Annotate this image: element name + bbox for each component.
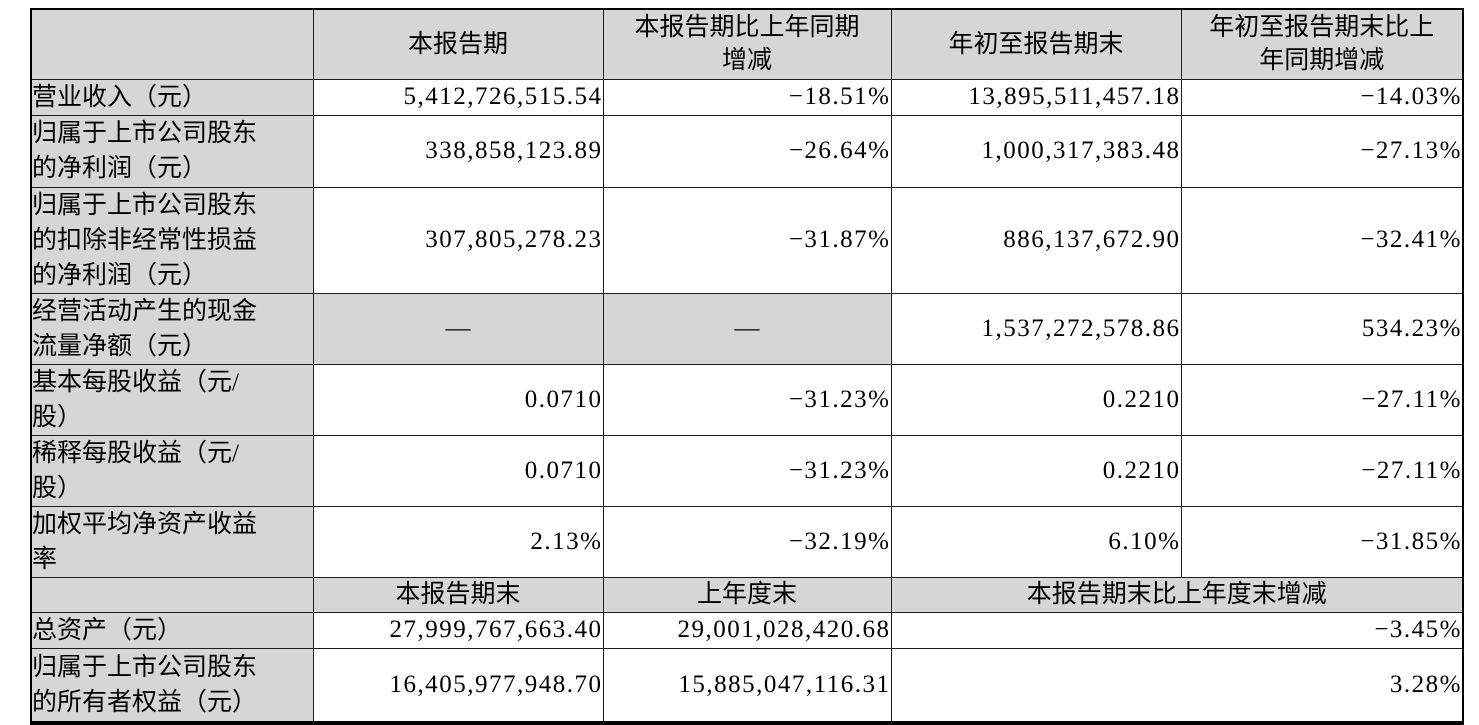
row-label-basic-eps: 基本每股收益（元/ 股） bbox=[30, 363, 314, 436]
cell-value: −18.51% bbox=[602, 78, 892, 116]
cell-value: 15,885,047,116.31 bbox=[602, 647, 892, 724]
header-row-period: 本报告期 本报告期比上年同期 增减 年初至报告期末 年初至报告期末比上 年同期增… bbox=[30, 8, 1464, 80]
row-total-assets: 总资产（元） 27,999,767,663.40 29,001,028,420.… bbox=[30, 611, 1464, 649]
cell-value: 338,858,123.89 bbox=[312, 114, 604, 188]
cell-value: 27,999,767,663.40 bbox=[312, 611, 604, 649]
col-header-empty bbox=[30, 576, 314, 613]
cell-value: 29,001,028,420.68 bbox=[602, 611, 892, 649]
col-header-ytd-yoy-change: 年初至报告期末比上 年同期增减 bbox=[1180, 8, 1464, 80]
cell-value: 5,412,726,515.54 bbox=[312, 78, 604, 116]
cell-value: −31.87% bbox=[602, 186, 892, 294]
cell-value: 6.10% bbox=[890, 505, 1182, 578]
row-operating-cash-flow: 经营活动产生的现金 流量净额（元） — — 1,537,272,578.86 5… bbox=[30, 292, 1464, 365]
cell-value: −32.19% bbox=[602, 505, 892, 578]
cell-dash: — bbox=[602, 292, 892, 365]
row-basic-eps: 基本每股收益（元/ 股） 0.0710 −31.23% 0.2210 −27.1… bbox=[30, 363, 1464, 436]
col-header-current-period-yoy-change: 本报告期比上年同期 增减 bbox=[602, 8, 892, 80]
row-label-diluted-eps: 稀释每股收益（元/ 股） bbox=[30, 434, 314, 507]
row-label-operating-cash-flow: 经营活动产生的现金 流量净额（元） bbox=[30, 292, 314, 365]
row-operating-revenue: 营业收入（元） 5,412,726,515.54 −18.51% 13,895,… bbox=[30, 78, 1464, 116]
cell-value: 0.0710 bbox=[312, 434, 604, 507]
cell-value: 886,137,672.90 bbox=[890, 186, 1182, 294]
row-weighted-avg-roe: 加权平均净资产收益 率 2.13% −32.19% 6.10% −31.85% bbox=[30, 505, 1464, 578]
row-label-net-profit-excl-nonrecurring: 归属于上市公司股东 的扣除非经常性损益 的净利润（元） bbox=[30, 186, 314, 294]
cell-value: −27.11% bbox=[1180, 434, 1464, 507]
col-header-ytd: 年初至报告期末 bbox=[890, 8, 1182, 80]
row-net-profit-attributable: 归属于上市公司股东 的净利润（元） 338,858,123.89 −26.64%… bbox=[30, 114, 1464, 188]
row-label-net-profit-attributable: 归属于上市公司股东 的净利润（元） bbox=[30, 114, 314, 188]
cell-value: 13,895,511,457.18 bbox=[890, 78, 1182, 116]
cell-value: −31.85% bbox=[1180, 505, 1464, 578]
cell-value: −32.41% bbox=[1180, 186, 1464, 294]
cell-value: 3.28% bbox=[890, 647, 1464, 724]
cell-value: −27.13% bbox=[1180, 114, 1464, 188]
row-label-total-assets: 总资产（元） bbox=[30, 611, 314, 649]
cell-value: −31.23% bbox=[602, 434, 892, 507]
col-header-current-period: 本报告期 bbox=[312, 8, 604, 80]
col-header-empty bbox=[30, 8, 314, 80]
col-header-end-of-period: 本报告期末 bbox=[312, 576, 604, 613]
cell-value: 0.0710 bbox=[312, 363, 604, 436]
col-header-change-vs-last-year-end: 本报告期末比上年度末增减 bbox=[890, 576, 1464, 613]
cell-value: −14.03% bbox=[1180, 78, 1464, 116]
cell-value: 0.2210 bbox=[890, 434, 1182, 507]
cell-value: 1,000,317,383.48 bbox=[890, 114, 1182, 188]
row-net-profit-excl-nonrecurring: 归属于上市公司股东 的扣除非经常性损益 的净利润（元） 307,805,278.… bbox=[30, 186, 1464, 294]
financial-summary-table: 本报告期 本报告期比上年同期 增减 年初至报告期末 年初至报告期末比上 年同期增… bbox=[30, 8, 1464, 725]
cell-value: 307,805,278.23 bbox=[312, 186, 604, 294]
cell-value: −3.45% bbox=[890, 611, 1464, 649]
header-row-period-end: 本报告期末 上年度末 本报告期末比上年度末增减 bbox=[30, 576, 1464, 613]
cell-value: −27.11% bbox=[1180, 363, 1464, 436]
row-label-weighted-avg-roe: 加权平均净资产收益 率 bbox=[30, 505, 314, 578]
row-label-equity-attributable: 归属于上市公司股东 的所有者权益（元） bbox=[30, 647, 314, 724]
cell-value: −31.23% bbox=[602, 363, 892, 436]
row-label-operating-revenue: 营业收入（元） bbox=[30, 78, 314, 116]
row-equity-attributable: 归属于上市公司股东 的所有者权益（元） 16,405,977,948.70 15… bbox=[30, 647, 1464, 724]
cell-value: 2.13% bbox=[312, 505, 604, 578]
cell-dash: — bbox=[312, 292, 604, 365]
cell-value: 16,405,977,948.70 bbox=[312, 647, 604, 724]
cell-value: 0.2210 bbox=[890, 363, 1182, 436]
col-header-end-of-last-year: 上年度末 bbox=[602, 576, 892, 613]
cell-value: 534.23% bbox=[1180, 292, 1464, 365]
cell-value: 1,537,272,578.86 bbox=[890, 292, 1182, 365]
cell-value: −26.64% bbox=[602, 114, 892, 188]
row-diluted-eps: 稀释每股收益（元/ 股） 0.0710 −31.23% 0.2210 −27.1… bbox=[30, 434, 1464, 507]
